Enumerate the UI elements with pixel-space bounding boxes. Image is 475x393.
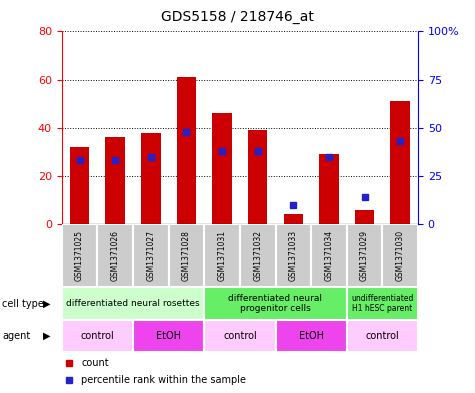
Bar bbox=[390, 101, 410, 224]
Bar bbox=[62, 224, 97, 287]
Text: GSM1371031: GSM1371031 bbox=[218, 230, 227, 281]
Bar bbox=[355, 209, 374, 224]
Bar bbox=[204, 287, 347, 320]
Bar bbox=[382, 224, 418, 287]
Text: GDS5158 / 218746_at: GDS5158 / 218746_at bbox=[161, 10, 314, 24]
Bar bbox=[204, 320, 276, 352]
Text: differentiated neural
progenitor cells: differentiated neural progenitor cells bbox=[228, 294, 323, 313]
Text: control: control bbox=[365, 331, 399, 341]
Bar bbox=[319, 154, 339, 224]
Text: cell type: cell type bbox=[2, 299, 44, 309]
Bar bbox=[97, 224, 133, 287]
Text: GSM1371025: GSM1371025 bbox=[75, 230, 84, 281]
Text: GSM1371034: GSM1371034 bbox=[324, 230, 333, 281]
Text: GSM1371027: GSM1371027 bbox=[146, 230, 155, 281]
Text: control: control bbox=[223, 331, 257, 341]
Text: differentiated neural rosettes: differentiated neural rosettes bbox=[66, 299, 200, 308]
Bar bbox=[177, 77, 196, 224]
Bar bbox=[133, 320, 204, 352]
Bar bbox=[141, 132, 161, 224]
Bar bbox=[133, 224, 169, 287]
Text: percentile rank within the sample: percentile rank within the sample bbox=[81, 375, 247, 385]
Text: GSM1371030: GSM1371030 bbox=[396, 230, 405, 281]
Bar bbox=[276, 320, 347, 352]
Text: GSM1371032: GSM1371032 bbox=[253, 230, 262, 281]
Bar bbox=[347, 320, 418, 352]
Text: count: count bbox=[81, 358, 109, 367]
Text: control: control bbox=[80, 331, 114, 341]
Bar bbox=[347, 287, 418, 320]
Bar bbox=[62, 320, 133, 352]
Bar bbox=[240, 224, 276, 287]
Text: GSM1371026: GSM1371026 bbox=[111, 230, 120, 281]
Bar bbox=[284, 214, 303, 224]
Text: EtOH: EtOH bbox=[156, 331, 181, 341]
Text: GSM1371029: GSM1371029 bbox=[360, 230, 369, 281]
Bar bbox=[105, 137, 125, 224]
Text: GSM1371033: GSM1371033 bbox=[289, 230, 298, 281]
Text: ▶: ▶ bbox=[43, 299, 50, 309]
Bar bbox=[276, 224, 311, 287]
Bar bbox=[212, 113, 232, 224]
Text: ▶: ▶ bbox=[43, 331, 50, 341]
Bar bbox=[62, 287, 204, 320]
Bar bbox=[347, 224, 382, 287]
Bar bbox=[70, 147, 89, 224]
Bar bbox=[204, 224, 240, 287]
Bar bbox=[311, 224, 347, 287]
Text: GSM1371028: GSM1371028 bbox=[182, 230, 191, 281]
Bar bbox=[169, 224, 204, 287]
Text: undifferentiated
H1 hESC parent: undifferentiated H1 hESC parent bbox=[351, 294, 414, 313]
Bar bbox=[248, 130, 267, 224]
Text: agent: agent bbox=[2, 331, 30, 341]
Text: EtOH: EtOH bbox=[299, 331, 323, 341]
